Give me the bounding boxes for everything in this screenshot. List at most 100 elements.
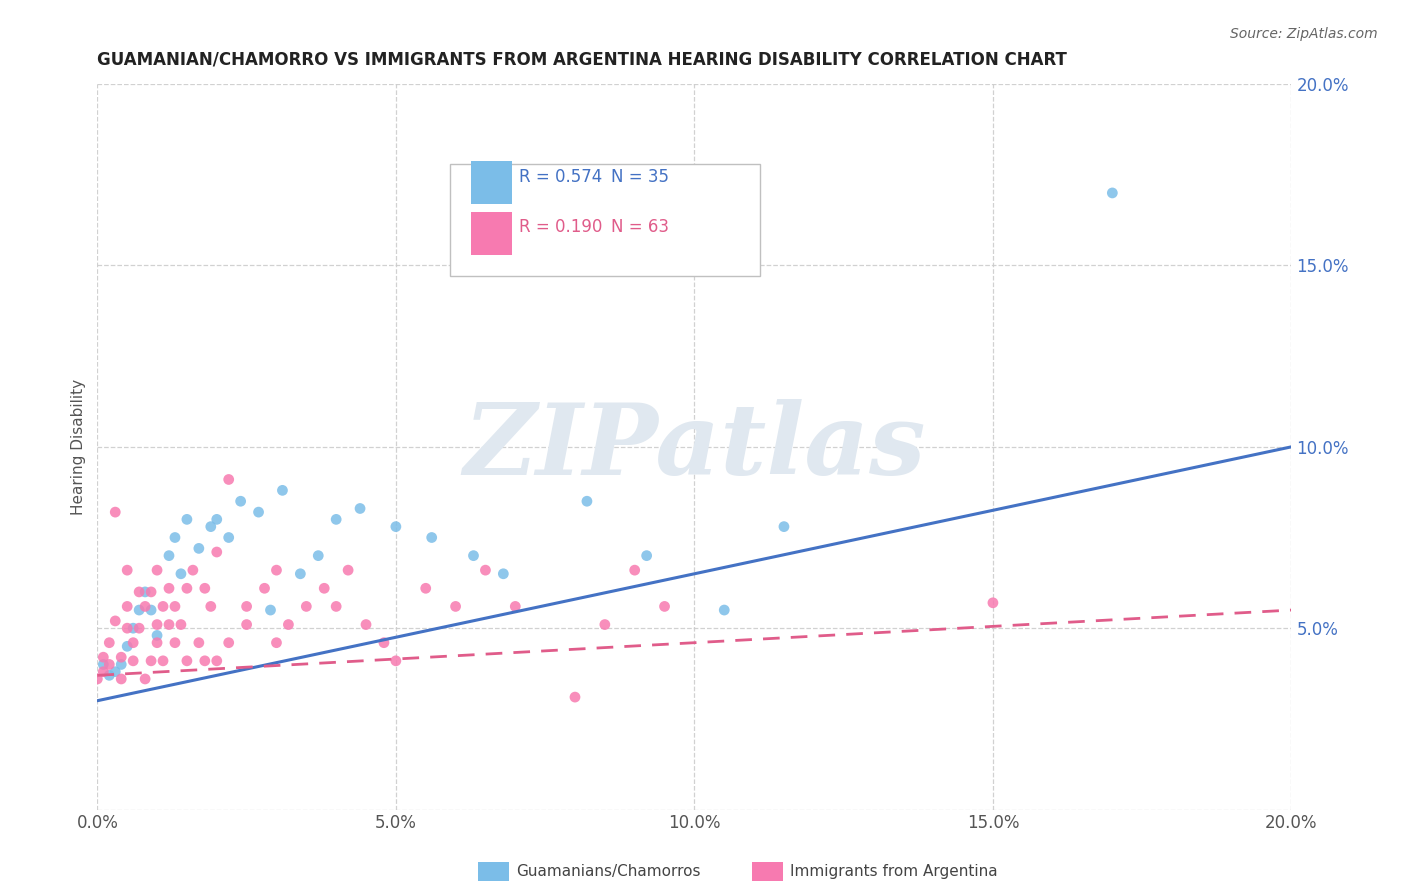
FancyBboxPatch shape xyxy=(471,161,512,203)
Point xyxy=(134,585,156,599)
Text: N = 35: N = 35 xyxy=(610,168,669,186)
Point xyxy=(122,621,145,635)
Point xyxy=(176,512,198,526)
Point xyxy=(253,582,276,596)
Point xyxy=(354,617,377,632)
Point xyxy=(492,566,515,581)
Point xyxy=(115,621,138,635)
Point xyxy=(157,582,180,596)
Point xyxy=(181,563,204,577)
Point xyxy=(229,494,252,508)
Point xyxy=(163,531,186,545)
Point xyxy=(773,519,796,533)
Point xyxy=(373,636,395,650)
Point xyxy=(146,636,169,650)
Point xyxy=(128,585,150,599)
Point xyxy=(128,621,150,635)
Point xyxy=(307,549,329,563)
Point xyxy=(981,596,1004,610)
Point xyxy=(157,549,180,563)
Point xyxy=(713,603,735,617)
Point xyxy=(86,672,108,686)
Point xyxy=(266,636,288,650)
Point xyxy=(91,650,114,665)
Point xyxy=(1101,186,1123,200)
Point xyxy=(176,582,198,596)
Point xyxy=(170,566,193,581)
Text: GUAMANIAN/CHAMORRO VS IMMIGRANTS FROM ARGENTINA HEARING DISABILITY CORRELATION C: GUAMANIAN/CHAMORRO VS IMMIGRANTS FROM AR… xyxy=(97,51,1067,69)
Point xyxy=(98,657,121,672)
Point xyxy=(266,563,288,577)
Point xyxy=(290,566,312,581)
Point xyxy=(163,599,186,614)
Text: Guamanians/Chamorros: Guamanians/Chamorros xyxy=(516,864,700,879)
Point xyxy=(247,505,270,519)
Point xyxy=(115,640,138,654)
Point xyxy=(104,665,127,679)
Point xyxy=(474,563,496,577)
Point xyxy=(139,654,162,668)
Point xyxy=(134,599,156,614)
Point xyxy=(152,654,174,668)
Point xyxy=(176,654,198,668)
Point xyxy=(463,549,485,563)
Point xyxy=(415,582,437,596)
Point xyxy=(194,582,217,596)
Point xyxy=(218,636,240,650)
Point xyxy=(259,603,281,617)
Point xyxy=(122,636,145,650)
Point xyxy=(139,603,162,617)
Point xyxy=(593,617,616,632)
Point xyxy=(170,617,193,632)
Point xyxy=(385,654,408,668)
Point xyxy=(564,690,586,705)
Point xyxy=(277,617,299,632)
Point xyxy=(163,636,186,650)
Point xyxy=(200,599,222,614)
Point xyxy=(115,599,138,614)
Point xyxy=(349,501,371,516)
Point xyxy=(110,650,132,665)
Point xyxy=(194,654,217,668)
Point xyxy=(325,599,347,614)
Text: R = 0.190: R = 0.190 xyxy=(519,219,602,236)
Text: R = 0.574: R = 0.574 xyxy=(519,168,602,186)
Point xyxy=(122,654,145,668)
Point xyxy=(104,614,127,628)
Point xyxy=(295,599,318,614)
Point xyxy=(134,672,156,686)
Point xyxy=(337,563,360,577)
Point xyxy=(128,603,150,617)
Point xyxy=(235,599,257,614)
Text: Source: ZipAtlas.com: Source: ZipAtlas.com xyxy=(1230,27,1378,41)
Point xyxy=(146,563,169,577)
Point xyxy=(420,531,443,545)
Point xyxy=(623,563,645,577)
Point xyxy=(98,636,121,650)
Point xyxy=(444,599,467,614)
Point xyxy=(575,494,598,508)
FancyBboxPatch shape xyxy=(450,164,761,277)
Point xyxy=(146,628,169,642)
Point xyxy=(187,541,209,556)
Point xyxy=(205,654,228,668)
Point xyxy=(218,473,240,487)
Point xyxy=(139,585,162,599)
FancyBboxPatch shape xyxy=(471,211,512,254)
Point xyxy=(503,599,526,614)
Point xyxy=(235,617,257,632)
Point xyxy=(98,668,121,682)
Point xyxy=(110,657,132,672)
Point xyxy=(636,549,658,563)
Text: N = 63: N = 63 xyxy=(610,219,669,236)
Point xyxy=(110,672,132,686)
Point xyxy=(91,657,114,672)
Point xyxy=(200,519,222,533)
Y-axis label: Hearing Disability: Hearing Disability xyxy=(72,379,86,515)
Point xyxy=(205,545,228,559)
Text: Immigrants from Argentina: Immigrants from Argentina xyxy=(790,864,998,879)
Point xyxy=(152,599,174,614)
Point xyxy=(325,512,347,526)
Point xyxy=(218,531,240,545)
Point xyxy=(385,519,408,533)
